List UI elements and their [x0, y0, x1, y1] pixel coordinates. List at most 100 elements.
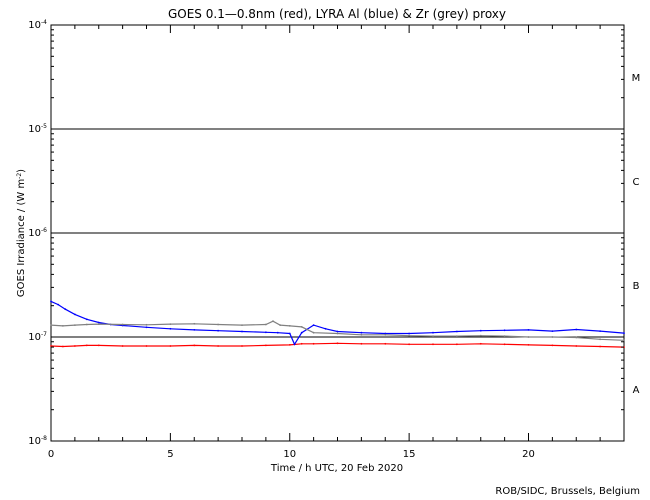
series-point	[121, 323, 124, 326]
series-point	[432, 331, 434, 334]
series-point	[50, 300, 52, 303]
series-point	[599, 338, 601, 341]
series-point	[265, 323, 267, 326]
series-point	[97, 344, 100, 347]
series-point	[336, 332, 339, 335]
series-point	[121, 345, 124, 347]
x-tick-label: 10	[283, 449, 296, 460]
series-point	[193, 344, 196, 347]
series-point	[241, 345, 243, 347]
y-tick-base: 10	[28, 332, 41, 343]
series-point	[62, 345, 64, 348]
series-point	[312, 324, 315, 326]
series-line	[50, 300, 625, 346]
y-tick-label: 10-5	[28, 123, 47, 135]
series-point	[85, 318, 88, 321]
series-point	[279, 324, 282, 326]
series-point	[217, 329, 220, 332]
series-point	[300, 342, 303, 345]
y-tick-label: 10-7	[28, 331, 47, 343]
series-point	[527, 329, 530, 331]
y-tick-exp: -7	[41, 331, 47, 338]
y-tick-base: 10	[28, 124, 41, 135]
series-point	[312, 331, 315, 334]
series-point	[408, 332, 410, 335]
series-point	[293, 343, 296, 346]
series-point	[272, 320, 274, 323]
series-point	[527, 344, 530, 346]
series-point	[432, 335, 434, 337]
series-1	[50, 342, 625, 348]
series-point	[241, 324, 243, 326]
series-point	[62, 325, 64, 327]
series-point	[623, 332, 625, 334]
y-tick-exp: -5	[41, 123, 47, 130]
series-point	[74, 345, 76, 347]
x-tick-label: 20	[522, 449, 535, 460]
series-point	[312, 342, 315, 345]
series-point	[50, 324, 52, 326]
series-point	[503, 335, 506, 337]
y-tick-base: 10	[28, 20, 41, 31]
series-point	[300, 326, 303, 328]
series-point	[384, 332, 387, 335]
flare-class-label: M	[632, 73, 641, 84]
series-point	[336, 342, 339, 345]
flare-class-labels: A B C M	[632, 73, 641, 396]
series-point	[85, 323, 88, 326]
series-point	[575, 345, 578, 347]
x-tick-labels: 0 5 10 15 20	[48, 449, 535, 460]
series-point	[288, 344, 291, 346]
ticks-layer	[50, 24, 625, 442]
series-point	[432, 343, 434, 346]
series-point	[336, 330, 339, 333]
series-line	[50, 342, 625, 348]
series-point	[288, 332, 291, 335]
series-point	[324, 327, 327, 330]
series-point	[599, 330, 601, 332]
y-axis-label-exp: -2	[16, 173, 23, 179]
y-tick-label: 10-8	[28, 435, 47, 447]
series-point	[169, 323, 172, 325]
series-point	[456, 335, 458, 337]
series-2	[50, 300, 625, 346]
y-tick-label: 10-4	[28, 19, 47, 31]
series-point	[288, 325, 291, 327]
x-axis-label: Time / h UTC, 20 Feb 2020	[270, 463, 403, 474]
flare-class-label: C	[633, 177, 640, 188]
series-point	[384, 333, 387, 336]
y-axis-label-close: )	[16, 169, 27, 173]
y-tick-label: 10-6	[28, 227, 47, 239]
x-tick-label: 0	[48, 449, 54, 460]
series-point	[74, 313, 76, 316]
series-point	[408, 343, 410, 346]
series-point	[456, 343, 458, 346]
series-point	[85, 344, 88, 347]
series-point	[575, 336, 578, 339]
y-tick-exp: -6	[41, 227, 47, 234]
series-point	[145, 323, 148, 326]
series-point	[145, 326, 148, 329]
y-tick-base: 10	[28, 436, 41, 447]
series-point	[64, 308, 67, 311]
series-line	[50, 320, 625, 341]
series-point	[527, 336, 530, 338]
y-axis-label-main: GOES Irradiance / (W m	[16, 179, 27, 297]
series-point	[456, 330, 458, 333]
series-point	[575, 328, 578, 331]
x-tick-label: 15	[403, 449, 416, 460]
series-point	[503, 329, 506, 332]
series-point	[479, 334, 482, 337]
series-point	[599, 345, 601, 348]
series-point	[360, 331, 363, 334]
series-point	[360, 342, 363, 345]
x-tick-label: 5	[167, 449, 173, 460]
flare-class-label: B	[633, 281, 640, 292]
series-point	[300, 331, 303, 334]
y-tick-exp: -4	[41, 19, 47, 26]
chart-title: GOES 0.1—0.8nm (red), LYRA Al (blue) & Z…	[168, 7, 506, 21]
series-point	[193, 329, 196, 331]
series-point	[551, 344, 554, 347]
series-point	[551, 330, 554, 332]
